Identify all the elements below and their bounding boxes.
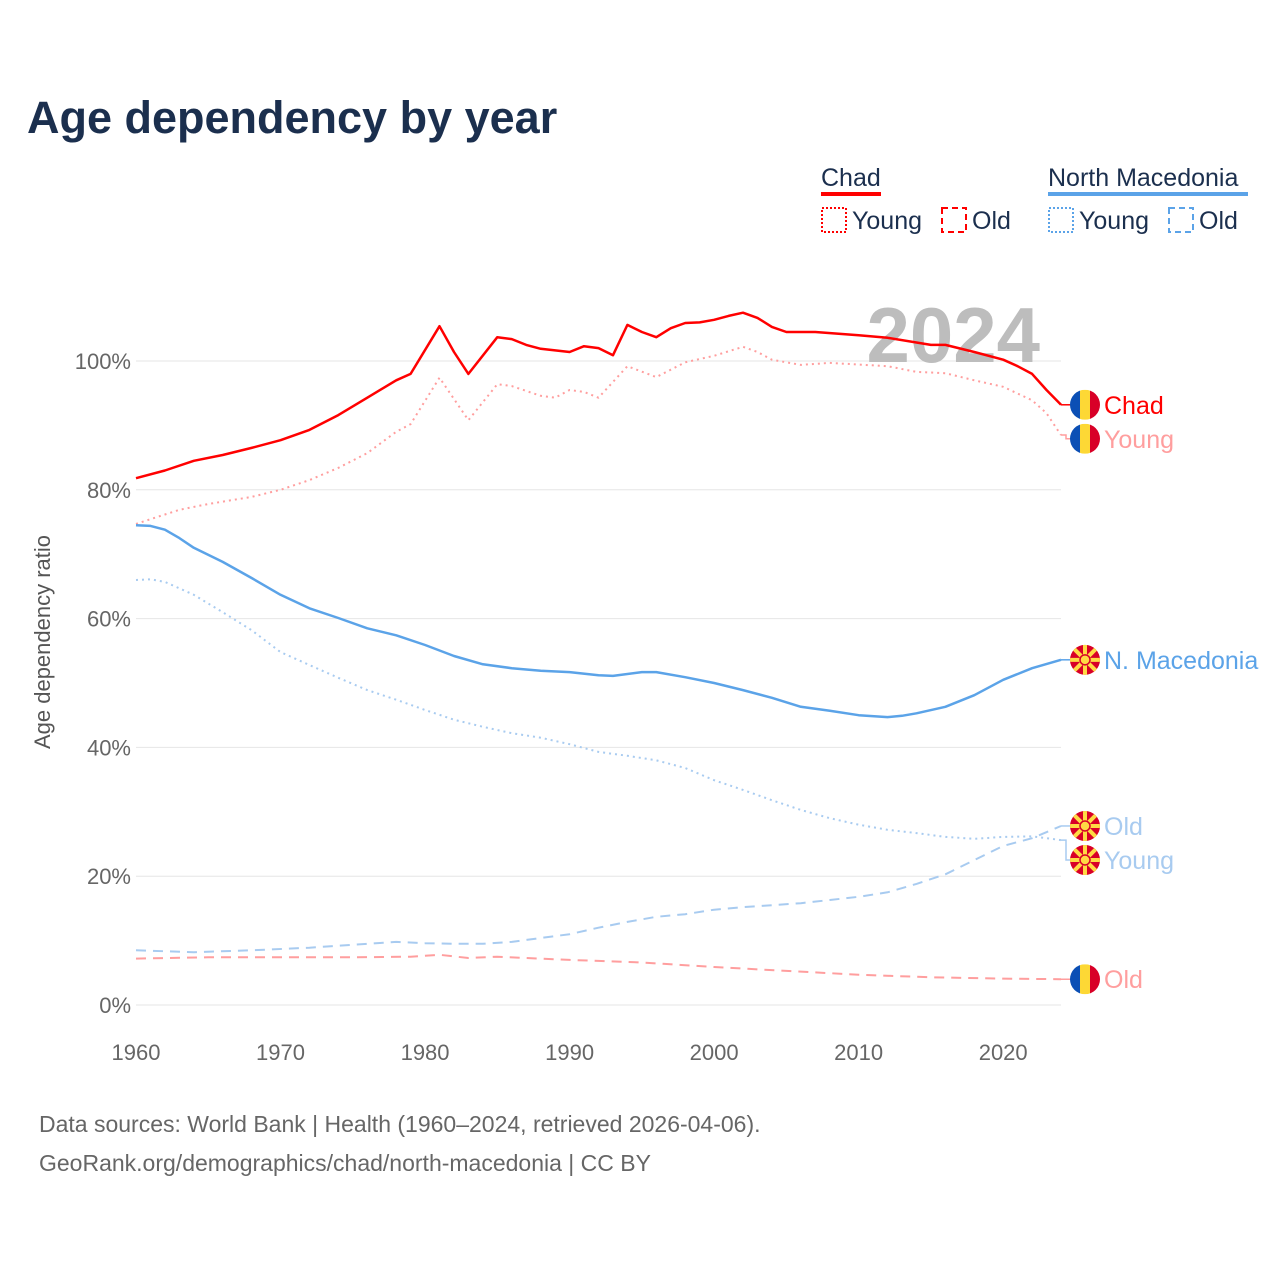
- legend-nm-young-swatch: [1048, 207, 1074, 233]
- north-macedonia-flag-icon: [1070, 810, 1100, 841]
- flag-body: [1070, 810, 1100, 841]
- flag-stripe: [1070, 423, 1080, 454]
- end-label: Old: [1104, 813, 1143, 841]
- flag-body: [1070, 389, 1100, 420]
- flag-body: [1070, 423, 1100, 454]
- legend-nm-young-label[interactable]: Young: [1079, 207, 1149, 235]
- flag-stripe: [1070, 389, 1080, 420]
- flag-stripe: [1070, 964, 1080, 995]
- flag-sun: [1079, 654, 1091, 666]
- end-label: Old: [1104, 966, 1143, 994]
- footer-source: Data sources: World Bank | Health (1960–…: [39, 1111, 761, 1137]
- label-connector: [1061, 839, 1072, 861]
- series-line-north-macedonia: [135, 523, 1062, 719]
- end-label: Young: [1104, 426, 1174, 454]
- flag-stripe: [1090, 423, 1100, 454]
- legend-chad-old-label[interactable]: Old: [972, 207, 1011, 235]
- end-label: Chad: [1104, 392, 1164, 420]
- series-line-chad: [135, 311, 1062, 480]
- flag-stripe: [1080, 423, 1090, 454]
- series-lines: [135, 311, 1062, 981]
- flag-sun: [1079, 854, 1091, 866]
- y-tick-label: 100%: [75, 349, 131, 374]
- legend-nm-title[interactable]: North Macedonia: [1048, 164, 1238, 192]
- grid: 0% 20% 40% 60% 80% 100% 1960 1970 1980 1990 2000 20…: [75, 349, 1061, 1065]
- flag-stripe: [1080, 964, 1090, 995]
- label-connector: [1061, 434, 1072, 440]
- flag-body: [1070, 644, 1100, 675]
- y-tick-label: 40%: [87, 735, 131, 760]
- x-tick-label: 1990: [545, 1040, 594, 1065]
- chad-flag-icon: [1070, 389, 1100, 420]
- series-line-chad-young: [135, 345, 1062, 525]
- legend-chad-underline: [821, 192, 881, 196]
- legend: Chad Young Old North Macedonia Young Old: [821, 164, 1248, 235]
- x-tick-label: 1960: [112, 1040, 161, 1065]
- flag-body: [1070, 844, 1100, 875]
- series-line-north-macedonia-old: [135, 825, 1062, 954]
- x-tick-label: 2020: [979, 1040, 1028, 1065]
- flag-stripe: [1090, 964, 1100, 995]
- legend-chad-old-swatch: [941, 207, 967, 233]
- legend-chad-young-swatch: [821, 207, 847, 233]
- x-tick-label: 1980: [401, 1040, 450, 1065]
- chart-title: Age dependency by year: [27, 92, 557, 143]
- y-tick-label: 0%: [99, 993, 131, 1018]
- x-tick-label: 1970: [256, 1040, 305, 1065]
- chad-flag-icon: [1070, 423, 1100, 454]
- footer-link[interactable]: GeoRank.org/demographics/chad/north-mace…: [39, 1150, 651, 1176]
- legend-nm-old-label[interactable]: Old: [1199, 207, 1238, 235]
- chad-flag-icon: [1070, 964, 1100, 995]
- y-tick-label: 60%: [87, 607, 131, 632]
- end-labels: Chad Young N. Macedonia Old Young Old: [1061, 389, 1258, 995]
- north-macedonia-flag-icon: [1070, 644, 1100, 675]
- y-tick-label: 20%: [87, 864, 131, 889]
- end-label: N. Macedonia: [1104, 647, 1258, 675]
- y-axis-label: Age dependency ratio: [30, 535, 55, 749]
- x-tick-label: 2010: [834, 1040, 883, 1065]
- x-tick-label: 2000: [690, 1040, 739, 1065]
- legend-chad-young-label[interactable]: Young: [852, 207, 922, 235]
- flag-stripe: [1090, 389, 1100, 420]
- flag-body: [1070, 964, 1100, 995]
- north-macedonia-flag-icon: [1070, 844, 1100, 875]
- series-line-chad-old: [135, 953, 1062, 981]
- legend-nm-underline: [1048, 192, 1248, 196]
- y-tick-label: 80%: [87, 478, 131, 503]
- flag-sun: [1079, 820, 1091, 832]
- legend-chad-title[interactable]: Chad: [821, 164, 881, 192]
- flag-stripe: [1080, 389, 1090, 420]
- legend-nm-old-swatch: [1168, 207, 1194, 233]
- end-label: Young: [1104, 847, 1174, 875]
